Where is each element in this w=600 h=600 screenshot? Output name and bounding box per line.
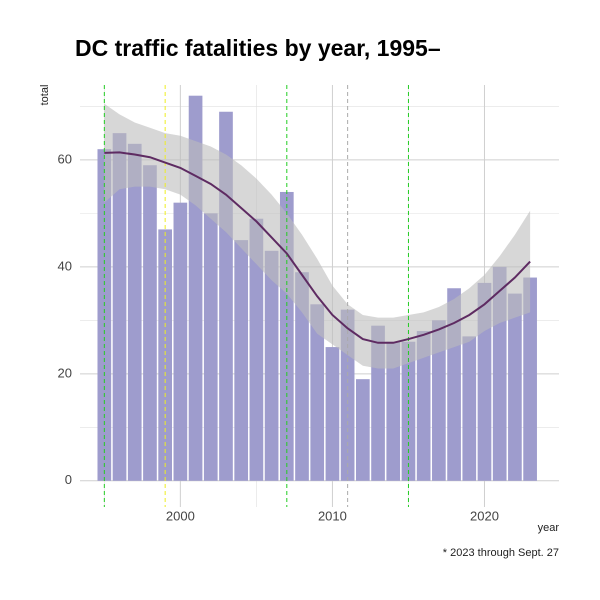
bar (432, 320, 446, 481)
bar (523, 277, 537, 481)
bar (401, 341, 416, 481)
bar (249, 218, 264, 481)
bar (386, 341, 401, 481)
smooth-line (104, 151, 531, 344)
y-tick-label: 0 (65, 472, 72, 487)
bar (325, 347, 340, 481)
x-tick-label: 2010 (318, 508, 347, 523)
bar (416, 331, 431, 481)
x-tick-label: 2020 (470, 508, 499, 523)
bar (234, 240, 249, 481)
caption: * 2023 through Sept. 27 (443, 547, 559, 559)
bar (355, 379, 370, 481)
bar (462, 336, 477, 481)
x-axis-label: year (538, 522, 560, 534)
bar (310, 304, 325, 481)
y-axis-label: total (39, 85, 51, 106)
bar (97, 149, 112, 481)
bar (158, 229, 172, 481)
bar (143, 165, 157, 481)
bar (264, 250, 279, 481)
chart-title: DC traffic fatalities by year, 1995– (75, 35, 441, 61)
y-tick-label: 40 (58, 258, 72, 273)
bar (203, 213, 218, 481)
y-tick-label: 20 (58, 365, 72, 380)
bar (508, 293, 522, 481)
y-tick-label: 60 (58, 151, 72, 166)
bar (127, 143, 142, 481)
bar (295, 272, 309, 481)
confidence-band (104, 103, 531, 369)
x-tick-label: 2000 (166, 508, 195, 523)
bar (173, 202, 188, 481)
bar (112, 133, 127, 481)
